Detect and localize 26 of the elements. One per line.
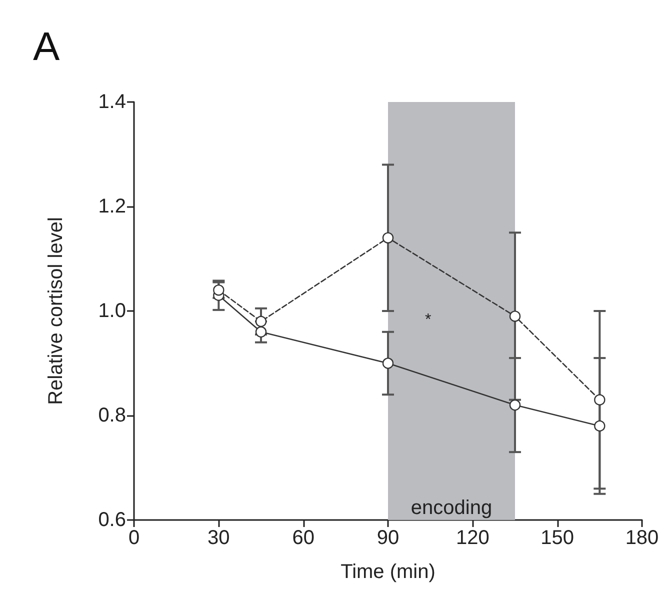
point: [594, 420, 606, 432]
x-tick-label: 150: [540, 527, 574, 549]
y-tick-label: 1.0: [98, 300, 126, 322]
x-tick-label: 30: [208, 527, 230, 549]
x-tick-label: 60: [292, 527, 314, 549]
band-label: encoding: [410, 497, 492, 519]
y-axis-title: Relative cortisol level: [45, 217, 67, 405]
point: [382, 358, 394, 369]
point: [509, 310, 521, 322]
annotation: *: [425, 312, 432, 328]
chart-title: A: [33, 25, 60, 69]
point: [382, 232, 394, 244]
y-tick-label: 0.8: [98, 404, 126, 426]
point: [255, 316, 267, 328]
y-tick-label: 0.6: [98, 509, 126, 531]
y-tick-label: 1.4: [98, 91, 126, 113]
x-tick-label: 180: [625, 527, 659, 549]
x-tick-label: 90: [376, 527, 400, 549]
x-tick-label: 0: [128, 527, 140, 549]
point: [594, 394, 606, 406]
point: [509, 399, 521, 411]
x-tick-label: 120: [456, 527, 490, 549]
x-axis-title: Time (min): [340, 561, 436, 583]
point: [213, 284, 224, 296]
y-tick-label: 1.2: [98, 196, 126, 218]
point: [255, 326, 267, 338]
